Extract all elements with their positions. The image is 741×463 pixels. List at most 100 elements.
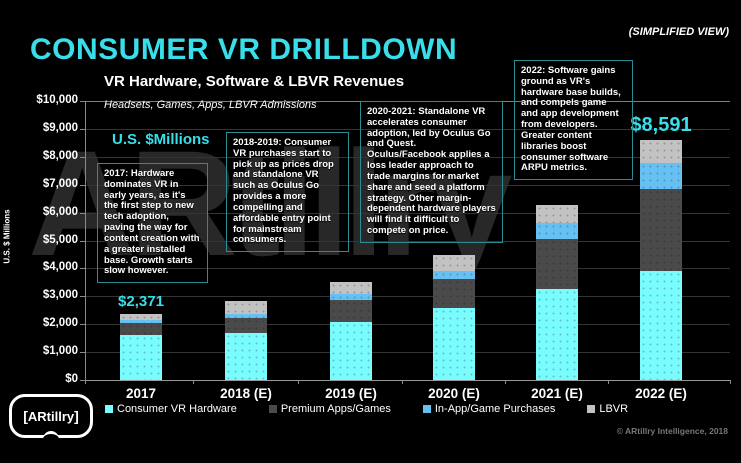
y-tick bbox=[80, 128, 85, 130]
bar-segment-in-app-game-purchases bbox=[640, 162, 682, 189]
lbvr-swatch-icon bbox=[587, 405, 596, 413]
legend-label: Consumer VR Hardware bbox=[117, 403, 237, 415]
gridline bbox=[85, 240, 730, 242]
y-tick-label: $9,000 bbox=[42, 121, 78, 134]
y-tick-label: $2,000 bbox=[42, 317, 78, 330]
y-tick-label: $5,000 bbox=[42, 233, 78, 246]
y-tick bbox=[80, 101, 85, 102]
x-axis-line bbox=[85, 380, 730, 381]
bar-segment-lbvr bbox=[640, 140, 682, 163]
y-tick-label: $8,000 bbox=[42, 149, 78, 162]
gridline bbox=[85, 156, 730, 158]
view-tag: (SIMPLIFIED VIEW) bbox=[628, 26, 729, 38]
x-tick bbox=[298, 380, 299, 384]
y-axis-line bbox=[85, 101, 86, 380]
bar-segment-consumer-vr-hardware bbox=[120, 335, 162, 380]
units-label: U.S. $Millions bbox=[112, 131, 210, 148]
y-tick bbox=[80, 296, 85, 298]
gridline bbox=[85, 128, 730, 130]
x-tick bbox=[608, 380, 609, 384]
bar-segment-lbvr bbox=[330, 282, 372, 295]
legend-label: LBVR bbox=[599, 403, 629, 415]
bar-segment-premium-apps-games bbox=[433, 279, 475, 309]
y-tick-label: $1,000 bbox=[42, 345, 78, 358]
hardware-swatch-icon bbox=[105, 405, 113, 413]
logo-bracket-left: [ bbox=[23, 408, 28, 424]
goggle-notch bbox=[43, 431, 59, 441]
legend-item-in-app: In-App/Game Purchases bbox=[422, 403, 556, 415]
gridline bbox=[85, 352, 730, 354]
y-tick bbox=[80, 324, 85, 326]
bar-segment-consumer-vr-hardware bbox=[433, 308, 475, 380]
bar-segment-consumer-vr-hardware bbox=[640, 271, 682, 380]
gridline bbox=[85, 184, 730, 186]
x-tick-label: 2019 (E) bbox=[325, 386, 377, 401]
annotation-2017: 2017: Hardware dominates VR in early yea… bbox=[97, 163, 208, 284]
bar-segment-in-app-game-purchases bbox=[536, 223, 578, 240]
y-tick-label: $6,000 bbox=[42, 205, 78, 218]
y-tick bbox=[80, 240, 85, 242]
total-label-2017: $2,371 bbox=[118, 292, 164, 310]
bar-segment-lbvr bbox=[433, 255, 475, 272]
bar-segment-in-app-game-purchases bbox=[120, 320, 162, 324]
gridline bbox=[85, 324, 730, 326]
in-app-swatch-icon bbox=[422, 405, 431, 413]
annotation-2020-2021: 2020-2021: Standalone VR accelerates con… bbox=[360, 101, 503, 243]
page-title: CONSUMER VR DRILLDOWN bbox=[30, 33, 458, 66]
chart-title: VR Hardware, Software & LBVR Revenues bbox=[104, 73, 405, 90]
copyright: © ARtillry Intelligence, 2018 bbox=[616, 426, 728, 436]
x-tick-label: 2018 (E) bbox=[220, 386, 272, 401]
legend-label: Premium Apps/Games bbox=[280, 403, 391, 415]
y-tick-label: $7,000 bbox=[42, 177, 78, 190]
artillry-logo: [ ARtillry ] bbox=[9, 394, 93, 441]
x-tick bbox=[505, 380, 506, 384]
premium-apps-swatch-icon bbox=[268, 405, 277, 413]
logo-text: ARtillry bbox=[27, 408, 75, 424]
legend-item-hardware: Consumer VR Hardware bbox=[105, 403, 237, 415]
gridline bbox=[85, 268, 730, 270]
y-tick bbox=[80, 156, 85, 158]
y-tick bbox=[80, 380, 85, 381]
bar-segment-consumer-vr-hardware bbox=[225, 332, 267, 380]
x-tick bbox=[193, 380, 194, 384]
bar-segment-premium-apps-games bbox=[120, 323, 162, 336]
bar-segment-consumer-vr-hardware bbox=[330, 321, 372, 380]
bar-segment-in-app-game-purchases bbox=[225, 314, 267, 319]
artillry-watermark: ARtillry bbox=[28, 119, 512, 287]
bar-segment-premium-apps-games bbox=[225, 318, 267, 333]
logo-bracket-right: ] bbox=[74, 408, 79, 424]
legend-item-lbvr: LBVR bbox=[587, 403, 628, 415]
legend-item-premium-apps: Premium Apps/Games bbox=[268, 403, 391, 415]
bar-segment-in-app-game-purchases bbox=[330, 294, 372, 301]
bar-segment-lbvr bbox=[225, 300, 267, 315]
x-tick bbox=[85, 380, 86, 384]
bar-segment-lbvr bbox=[536, 205, 578, 224]
y-axis-title: U.S. $ Millions bbox=[2, 209, 12, 264]
total-label-2022: $8,591 bbox=[630, 114, 692, 137]
legend: Consumer VR Hardware Premium Apps/Games … bbox=[105, 403, 628, 415]
bar-segment-premium-apps-games bbox=[536, 239, 578, 290]
annotation-2022: 2022: Software gains ground as VR's hard… bbox=[514, 60, 633, 181]
x-tick bbox=[402, 380, 403, 384]
y-tick-label: $3,000 bbox=[42, 289, 78, 302]
gridline bbox=[85, 296, 730, 298]
x-tick-label: 2020 (E) bbox=[428, 386, 480, 401]
x-tick-label: 2021 (E) bbox=[531, 386, 583, 401]
bar-segment-in-app-game-purchases bbox=[433, 271, 475, 280]
x-tick-label: 2022 (E) bbox=[635, 386, 687, 401]
x-tick-label: 2017 bbox=[125, 386, 157, 401]
bar-segment-consumer-vr-hardware bbox=[536, 289, 578, 380]
y-tick-label: $4,000 bbox=[42, 261, 78, 274]
annotation-2018-2019: 2018-2019: Consumer VR purchases start t… bbox=[226, 132, 349, 253]
bar-segment-premium-apps-games bbox=[330, 300, 372, 322]
bar-segment-lbvr bbox=[120, 313, 162, 320]
y-tick bbox=[80, 352, 85, 354]
chart-subtitle: Headsets, Games, Apps, LBVR Admissions bbox=[104, 99, 317, 111]
legend-label: In-App/Game Purchases bbox=[434, 403, 556, 415]
y-tick-label: $10,000 bbox=[36, 94, 78, 106]
y-tick-label: $0 bbox=[65, 373, 78, 385]
y-tick bbox=[80, 268, 85, 270]
y-tick bbox=[80, 212, 85, 214]
gridline bbox=[85, 212, 730, 214]
